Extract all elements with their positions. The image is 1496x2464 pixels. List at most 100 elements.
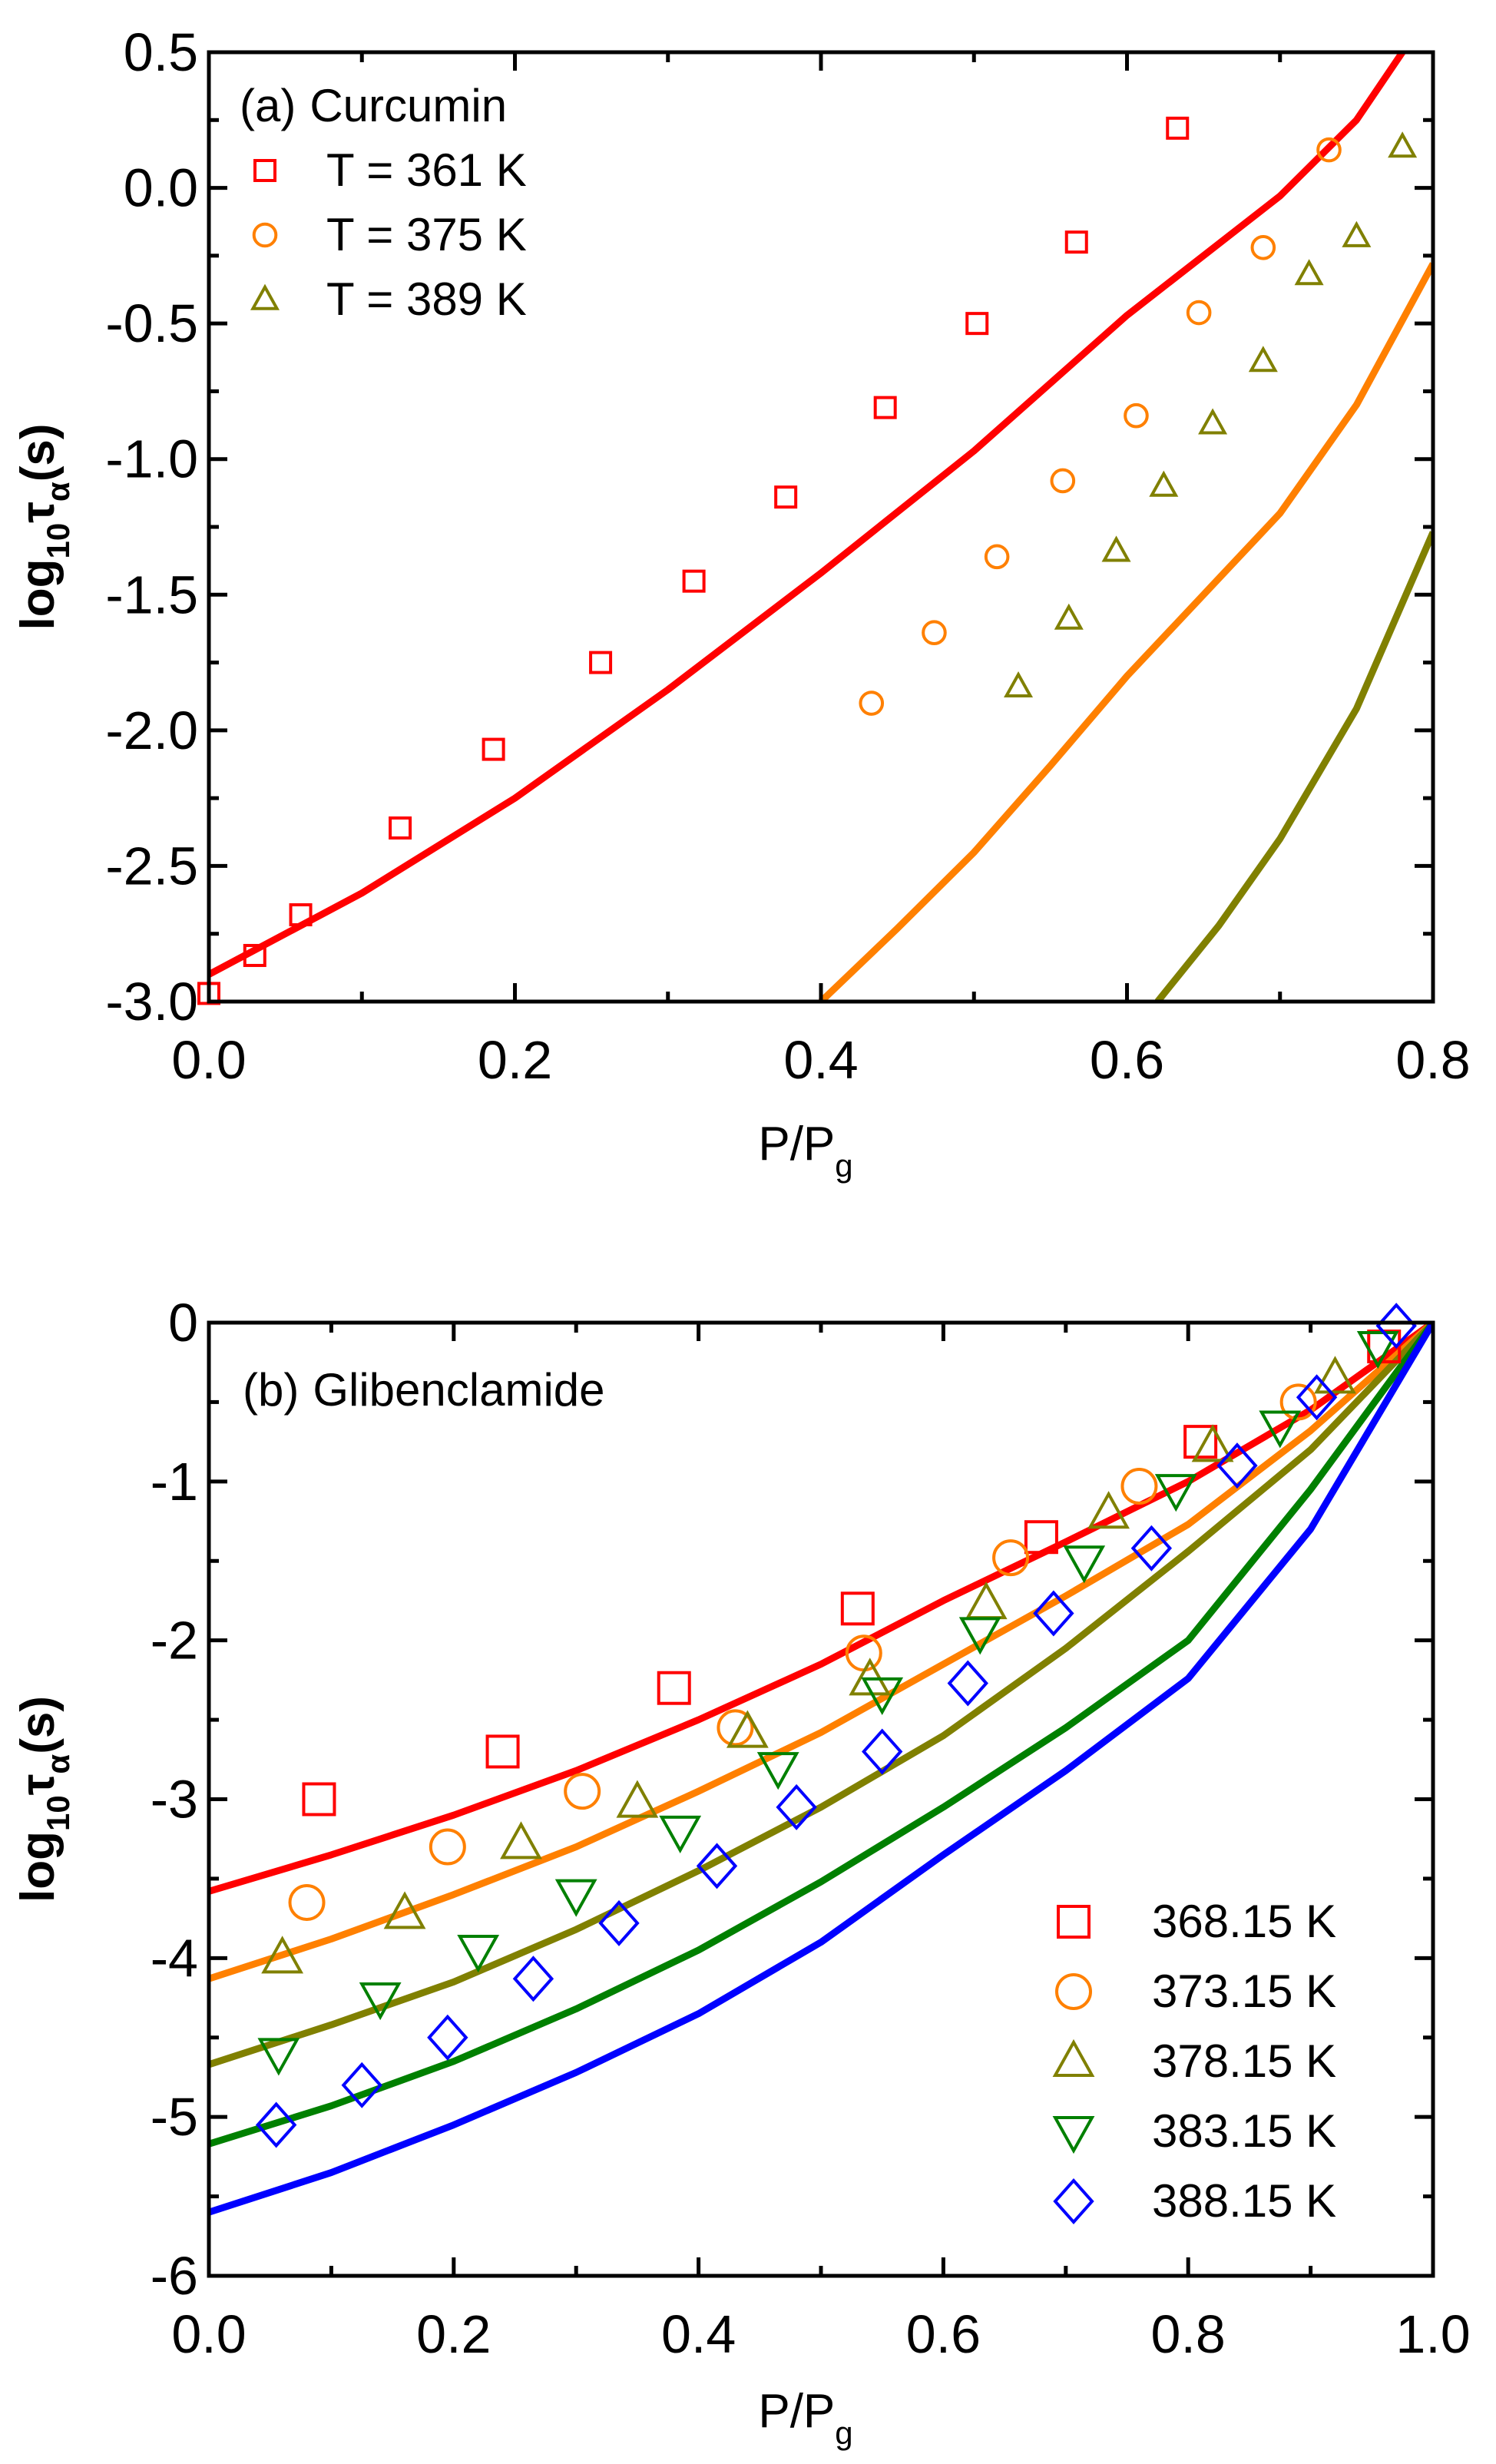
x-axis-label-sub: g bbox=[835, 1148, 852, 1184]
data-point-diamond bbox=[1375, 1303, 1417, 1350]
legend-marker-square bbox=[1057, 1905, 1091, 1939]
fit-line-378-15-K bbox=[209, 1323, 1433, 2068]
legend-marker-circle bbox=[1055, 1973, 1092, 2010]
y-tick-label: -3 bbox=[151, 1770, 198, 1830]
panel-b-glibenclamide: 0.0 0.2 0.4 0.6 0.8 1.0 -6 -5 -4 -3 -2 -1 0 P/Pg log10… bbox=[12, 1293, 1471, 2451]
data-point-diamond bbox=[696, 1843, 738, 1889]
y-axis-label-ylabel-tau-sub: α bbox=[40, 482, 76, 502]
y-axis-label-ylabel-sub: 10 bbox=[40, 523, 76, 559]
data-point-diamond bbox=[255, 2101, 297, 2148]
data-point-square bbox=[873, 396, 897, 419]
x-tick-label: 0.2 bbox=[416, 2304, 491, 2364]
x-tick-label: 0.8 bbox=[1151, 2304, 1226, 2364]
x-axis-label: P/Pg bbox=[758, 2385, 852, 2451]
legend-label: 378.15 K bbox=[1152, 2035, 1336, 2087]
data-point-triangle-down bbox=[554, 1879, 597, 1917]
data-point-triangle-down bbox=[1154, 1474, 1197, 1512]
legend-label: 388.15 K bbox=[1152, 2175, 1336, 2227]
x-axis-label: P/Pg bbox=[758, 1118, 852, 1184]
data-point-circle bbox=[1186, 300, 1212, 326]
data-point-circle bbox=[288, 1883, 326, 1921]
data-point-triangle-down bbox=[1063, 1545, 1106, 1584]
data-point-triangle-up bbox=[261, 1936, 304, 1974]
data-point-triangle-down bbox=[359, 1982, 402, 2021]
data-point-triangle-up bbox=[1087, 1491, 1130, 1529]
y-tick-label: -2.5 bbox=[105, 836, 198, 896]
data-point-diamond bbox=[1033, 1590, 1074, 1637]
data-point-triangle-down bbox=[958, 1617, 1001, 1655]
data-point-diamond bbox=[427, 2014, 468, 2061]
data-point-square bbox=[482, 737, 505, 761]
data-point-triangle-up bbox=[1294, 259, 1324, 286]
y-tick-label: 0.5 bbox=[124, 22, 198, 82]
data-point-diamond bbox=[1216, 1442, 1258, 1489]
y-axis-label-ylabel-tail: (s) bbox=[12, 1696, 65, 1754]
x-tick-label: 0.8 bbox=[1395, 1030, 1470, 1090]
data-point-circle bbox=[1279, 1383, 1317, 1421]
data-point-circle bbox=[717, 1709, 754, 1747]
data-point-triangle-up bbox=[1342, 220, 1372, 247]
fit-line-383-15-K bbox=[209, 1323, 1433, 2148]
data-point-square bbox=[1166, 116, 1190, 140]
y-tick-label: 0.0 bbox=[124, 158, 198, 218]
data-point-triangle-up bbox=[849, 1658, 892, 1696]
data-point-diamond bbox=[341, 2062, 382, 2108]
data-point-square bbox=[302, 1782, 336, 1817]
data-point-triangle-up bbox=[1191, 1424, 1234, 1462]
legend-marker-diamond bbox=[1053, 2178, 1094, 2225]
data-point-triangle-up bbox=[616, 1780, 659, 1818]
data-point-circle bbox=[564, 1773, 601, 1810]
data-point-triangle-up bbox=[1388, 131, 1418, 158]
legend-label: 383.15 K bbox=[1152, 2105, 1336, 2157]
panel-label: (a) bbox=[240, 80, 296, 131]
y-tick-label: -2.0 bbox=[105, 700, 198, 760]
legend-marker-triangle-up bbox=[250, 283, 280, 310]
data-point-circle bbox=[859, 691, 885, 716]
x-tick-label: 0.2 bbox=[478, 1030, 552, 1090]
data-point-square bbox=[840, 1591, 875, 1626]
legend: T = 361 K T = 375 K T = 389 K bbox=[250, 144, 527, 325]
y-axis-label-ylabel: log bbox=[12, 1831, 65, 1903]
y-axis-label: log10τα(s) bbox=[12, 1696, 76, 1903]
y-tick-label: -1.5 bbox=[105, 565, 198, 624]
x-axis-label-main: P/P bbox=[758, 2385, 835, 2438]
data-point-triangle-up bbox=[500, 1821, 542, 1860]
x-tick-label: 0.6 bbox=[1090, 1030, 1164, 1090]
data-point-circle bbox=[1050, 468, 1076, 494]
data-point-diamond bbox=[862, 1728, 903, 1775]
fit-line-T-389-K bbox=[1154, 531, 1433, 1002]
legend-marker-triangle-up bbox=[1052, 2038, 1095, 2077]
data-point-circle bbox=[1120, 1468, 1158, 1505]
data-point-square bbox=[289, 902, 313, 926]
data-point-square bbox=[1183, 1425, 1218, 1459]
panel-title: (a) Curcumin bbox=[240, 80, 507, 131]
y-tick-label: -4 bbox=[151, 1928, 198, 1988]
y-tick-label: -0.5 bbox=[105, 293, 198, 353]
data-point-diamond bbox=[598, 1899, 640, 1946]
data-point-square bbox=[389, 816, 412, 840]
data-point-triangle-down bbox=[756, 1752, 799, 1790]
legend: 368.15 K 373.15 K 378.15 K 383.15 K 388.15 K bbox=[1052, 1896, 1336, 2227]
data-point-square bbox=[485, 1734, 520, 1769]
y-axis-label-ylabel-tail: (s) bbox=[12, 424, 65, 482]
fit-line-388-15-K bbox=[209, 1323, 1433, 2216]
y-tick-label: 0 bbox=[168, 1293, 198, 1353]
y-tick-label: -3.0 bbox=[105, 972, 198, 1032]
y-axis-label: log10τα(s) bbox=[12, 424, 76, 631]
data-point-triangle-up bbox=[1198, 408, 1228, 435]
y-tick-label: -1 bbox=[151, 1452, 198, 1512]
y-axis-label-ylabel-tau-sub: α bbox=[40, 1754, 76, 1774]
data-point-triangle-up bbox=[1004, 671, 1034, 698]
x-tick-label: 0.4 bbox=[661, 2304, 736, 2364]
y-axis-label-ylabel-tau: τ bbox=[12, 502, 65, 523]
data-point-circle bbox=[984, 544, 1010, 570]
fit-line-T-361-K bbox=[209, 52, 1405, 978]
data-point-circle bbox=[429, 1828, 466, 1866]
data-point-triangle-up bbox=[383, 1891, 426, 1929]
data-point-triangle-down bbox=[457, 1934, 500, 1973]
legend-label: 368.15 K bbox=[1152, 1896, 1336, 1947]
data-point-triangle-up bbox=[1054, 603, 1084, 630]
x-tick-label: 1.0 bbox=[1395, 2304, 1470, 2364]
data-point-diamond bbox=[512, 1956, 554, 2002]
data-point-square bbox=[682, 569, 706, 593]
